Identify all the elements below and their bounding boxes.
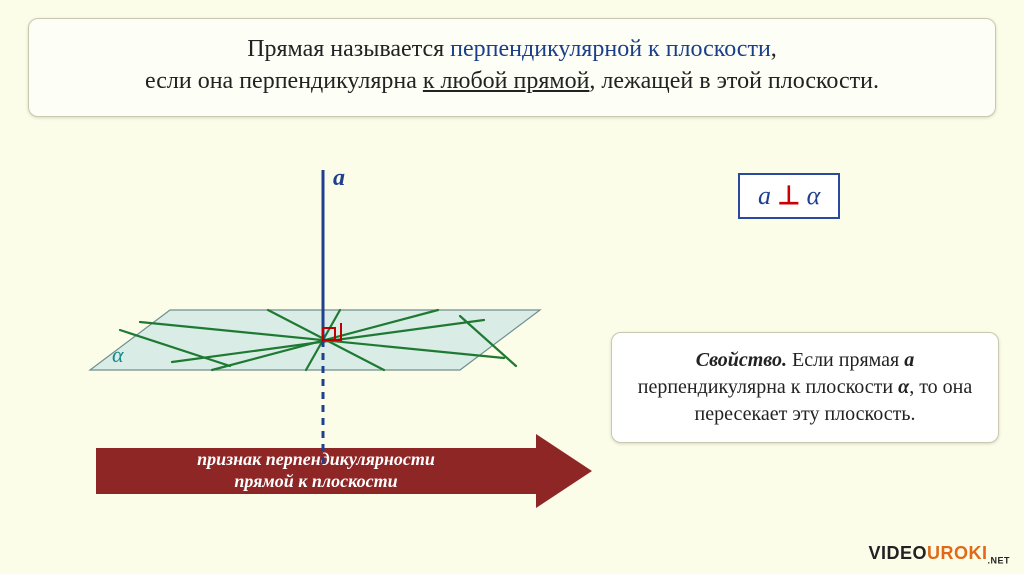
def-text-2a: если она перпендикулярна: [145, 68, 423, 94]
property-box: Свойство. Если прямая a перпендикулярна …: [611, 332, 999, 443]
property-title: Свойство.: [696, 349, 787, 371]
wm-part1: VIDEO: [868, 543, 927, 563]
property-t1: Если прямая: [787, 349, 904, 371]
property-a: a: [904, 349, 914, 371]
perpendicular-notation-box: a ⊥ α: [738, 173, 840, 219]
def-text-2b: , лежащей в этой плоскости.: [589, 68, 879, 94]
def-text-1: Прямая называется: [247, 36, 450, 62]
svg-text:α: α: [112, 342, 124, 367]
property-t2: перпендикулярна к плоскости: [638, 376, 898, 398]
geometry-diagram: α: [60, 170, 580, 490]
wm-part2: UROKI: [927, 543, 988, 563]
def-underline: к любой прямой: [423, 68, 590, 94]
watermark: VIDEOUROKI.NET: [868, 543, 1010, 566]
wm-net: .NET: [987, 556, 1010, 566]
perp-sign: ⊥: [778, 181, 801, 210]
property-alpha: α: [898, 376, 909, 398]
perp-alpha: α: [807, 181, 821, 210]
perp-a: a: [758, 181, 771, 210]
def-highlight: перпендикулярной к плоскости: [450, 36, 771, 62]
definition-box: Прямая называется перпендикулярной к пло…: [28, 18, 996, 117]
